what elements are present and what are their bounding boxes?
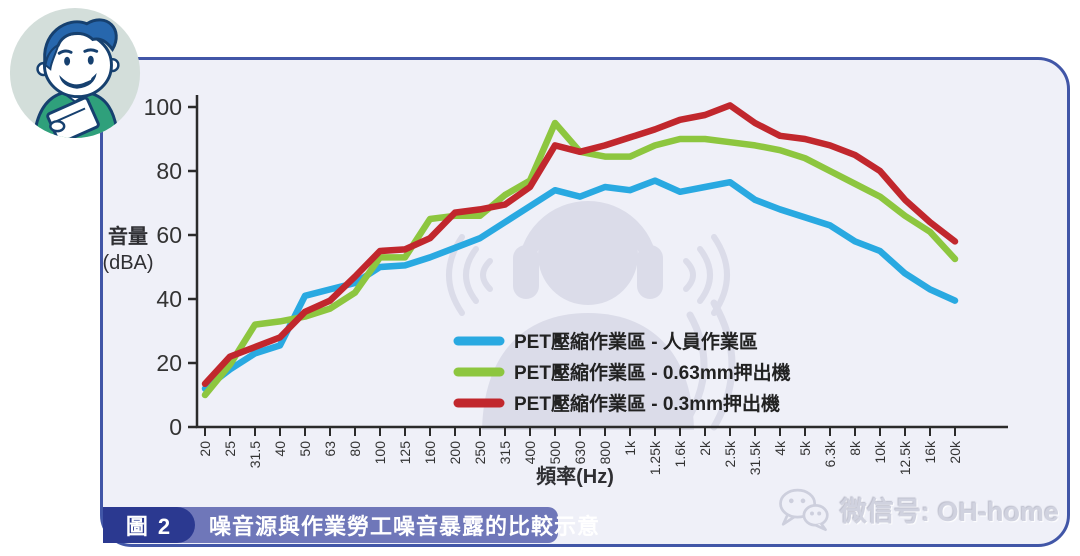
y-axis-title: 音量 (dBA) xyxy=(96,224,160,276)
avatar-illustration xyxy=(9,7,141,139)
noise-spectrum-chart: 0 20 40 60 80 100 20 25 31.5 40 50 63 80 100 125 160 200… xyxy=(144,94,1008,488)
x-tick-label: 200 xyxy=(447,441,463,465)
x-tick-label: 31.5 xyxy=(247,441,263,468)
x-tick-label: 63 xyxy=(322,441,338,457)
series-line-3 xyxy=(201,102,959,388)
x-tick-label: 6.3k xyxy=(822,440,838,467)
x-tick-label: 2.5k xyxy=(722,440,738,467)
legend-label: PET壓縮作業區 - 0.63mm押出機 xyxy=(514,361,791,384)
x-tick-label: 1.25k xyxy=(647,440,663,475)
y-tick-label: 80 xyxy=(156,158,182,184)
figure-caption-text: 噪音源與作業勞工噪音暴露的比較示意 xyxy=(209,514,601,539)
x-tick-label: 315 xyxy=(497,441,513,465)
x-tick-label: 20k xyxy=(947,440,963,464)
chart-legend: PET壓縮作業區 - 人員作業區 PET壓縮作業區 - 0.63mm押出機 PET壓… xyxy=(453,330,791,415)
legend-label: PET壓縮作業區 - 0.3mm押出機 xyxy=(514,392,780,415)
wechat-id-text: 微信号: OH-home xyxy=(840,496,1059,527)
x-tick-label: 25 xyxy=(222,441,238,457)
wechat-icon xyxy=(779,488,829,532)
x-axis-title: 頻率(Hz) xyxy=(536,464,614,488)
x-tick-label: 1.6k xyxy=(672,440,688,467)
series-line-1 xyxy=(201,177,959,392)
x-tick-label: 160 xyxy=(422,441,438,465)
x-tick-label: 50 xyxy=(297,441,313,457)
x-tick-label: 8k xyxy=(847,440,863,456)
chart-axes: 0 20 40 60 80 100 20 25 31.5 40 50 63 80 100 125 160 200… xyxy=(144,94,1008,488)
x-tick-label: 100 xyxy=(372,441,388,465)
x-tick-label: 5k xyxy=(797,440,813,456)
y-tick-label: 60 xyxy=(156,222,182,248)
x-tick-label: 630 xyxy=(572,441,588,465)
x-tick-label: 20 xyxy=(197,441,213,457)
x-tick-label: 16k xyxy=(922,440,938,464)
figure-number-badge: 圖 2 xyxy=(103,507,195,543)
y-tick-label: 20 xyxy=(156,350,182,376)
x-tick-label: 31.5k xyxy=(747,440,763,475)
x-tick-label: 4k xyxy=(772,440,788,456)
avatar-cartoon xyxy=(32,18,120,139)
x-tick-label: 80 xyxy=(347,441,363,457)
y-tick-label: 40 xyxy=(156,286,182,312)
headphones-person-watermark-icon xyxy=(446,201,736,431)
x-tick-label: 10k xyxy=(872,440,888,464)
y-axis-title-line2: (dBA) xyxy=(102,252,154,274)
wechat-credit: 微信号: OH-home xyxy=(776,486,1059,532)
y-tick-label: 0 xyxy=(169,414,182,440)
y-axis-title-line1: 音量 xyxy=(108,226,148,248)
x-tick-label: 40 xyxy=(272,441,288,457)
legend-label: PET壓縮作業區 - 人員作業區 xyxy=(514,330,758,353)
x-tick-label: 400 xyxy=(522,441,538,465)
x-tick-label: 1k xyxy=(622,440,638,456)
x-tick-label: 800 xyxy=(597,441,613,465)
x-tick-label: 2k xyxy=(697,440,713,456)
figure-caption-bar: 圖 2 噪音源與作業勞工噪音暴露的比較示意 xyxy=(103,507,599,543)
x-tick-label: 500 xyxy=(547,441,563,465)
x-tick-label: 12.5k xyxy=(897,440,913,475)
x-tick-label: 125 xyxy=(397,441,413,465)
y-tick-label: 100 xyxy=(144,94,182,120)
x-tick-label: 250 xyxy=(472,441,488,465)
